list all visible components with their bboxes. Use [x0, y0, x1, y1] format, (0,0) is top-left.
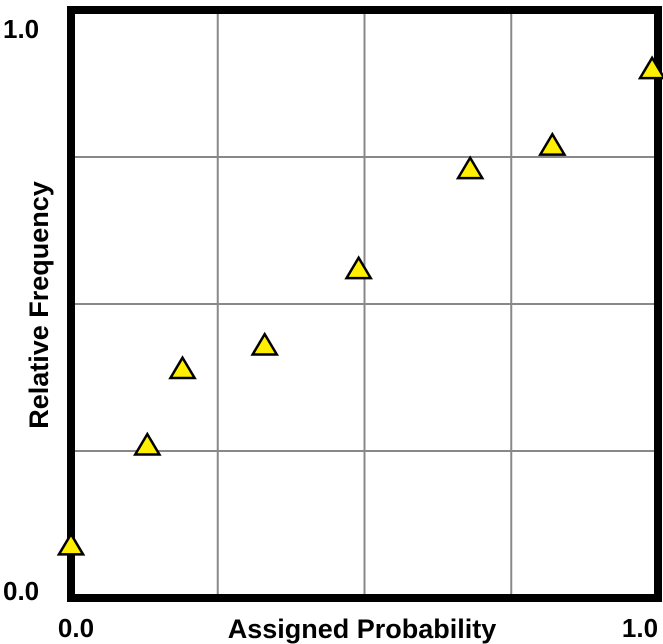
y-tick-label-bottom: 0.0 [3, 576, 39, 606]
plot-frame [67, 6, 662, 602]
data-point-7 [538, 131, 567, 156]
grid-lines [71, 10, 658, 598]
data-point-3 [168, 355, 197, 380]
y-tick-label-top: 1.0 [3, 14, 39, 44]
data-point-1 [56, 531, 86, 556]
data-point-5 [344, 255, 373, 280]
data-point-4 [250, 331, 280, 356]
data-point-6 [455, 155, 485, 180]
x-tick-label-left: 0.0 [58, 613, 94, 643]
x-axis-label: Assigned Probability [228, 614, 497, 644]
data-point-2 [133, 431, 162, 456]
y-axis-label: Relative Frequency [24, 181, 54, 429]
data-point-8 [637, 55, 663, 80]
x-tick-label-right: 1.0 [622, 613, 658, 643]
data-points [56, 55, 663, 556]
